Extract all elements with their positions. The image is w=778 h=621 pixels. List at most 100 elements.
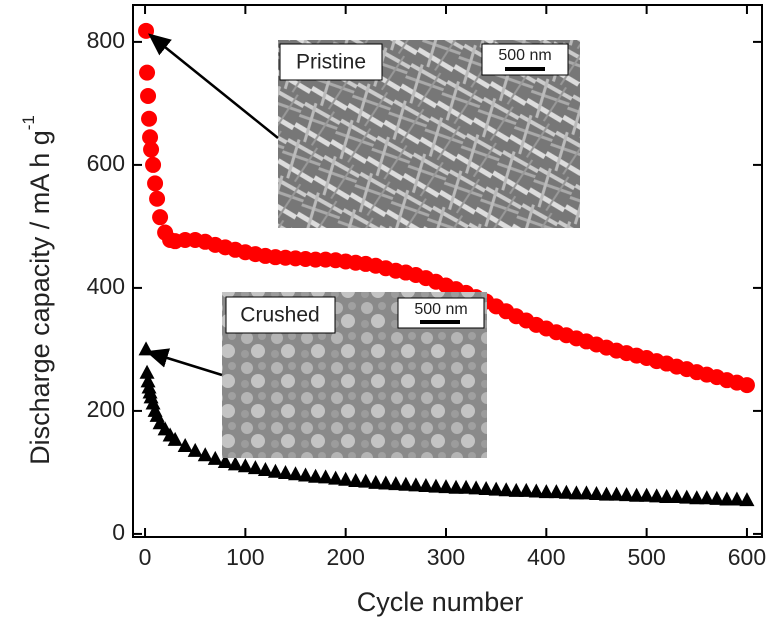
point [140, 88, 157, 105]
point [659, 489, 675, 504]
point [619, 487, 635, 502]
point [709, 490, 725, 505]
point [689, 490, 705, 505]
point [217, 453, 233, 468]
point [139, 364, 155, 379]
point [368, 474, 384, 489]
point [629, 487, 645, 502]
label-box [279, 43, 383, 81]
point [679, 489, 695, 504]
point [145, 156, 162, 173]
inset-label: Pristine [296, 51, 366, 74]
point [538, 484, 554, 499]
point [177, 437, 193, 452]
point [558, 484, 574, 499]
point [358, 473, 374, 488]
scale-label: 500 nm [414, 301, 467, 318]
x-tick-label: 500 [627, 544, 665, 570]
x-tick-label: 400 [527, 544, 565, 570]
point [738, 377, 755, 394]
point [348, 473, 364, 488]
point [277, 465, 293, 480]
point [588, 485, 604, 500]
y-tick-label: 0 [112, 519, 125, 545]
y-tick-label: 200 [87, 396, 125, 422]
point [568, 485, 584, 500]
point [478, 481, 494, 496]
y-tick-label: 800 [87, 27, 125, 53]
point [257, 461, 273, 476]
point [237, 458, 253, 473]
plot-frame [132, 4, 763, 538]
point [207, 450, 223, 465]
point [267, 463, 283, 478]
point [247, 460, 263, 475]
point [729, 491, 745, 506]
point [298, 467, 314, 482]
arrow [145, 348, 223, 377]
x-axis-title: Cycle number [357, 587, 524, 617]
point [338, 471, 354, 486]
point [498, 482, 514, 497]
point [288, 466, 304, 481]
point [418, 477, 434, 492]
y-axis-title-main: Discharge capacity / mA h g [25, 130, 55, 465]
point [167, 431, 183, 446]
point [197, 447, 213, 462]
point [408, 477, 424, 492]
point [143, 141, 160, 158]
point [508, 482, 524, 497]
scale-label: 500 nm [498, 47, 551, 64]
x-tick-label: 200 [326, 544, 364, 570]
point [398, 476, 414, 491]
y-axis-title-group: Discharge capacity / mA h g-1 [19, 115, 55, 465]
inset-label: Crushed [240, 304, 319, 327]
point [699, 490, 715, 505]
point [145, 395, 161, 410]
crushed-inset: Crushed 500 nm [222, 292, 487, 458]
label-box [225, 296, 336, 334]
point [578, 485, 594, 500]
x-tick-label: 100 [226, 544, 264, 570]
y-tick-label: 600 [87, 150, 125, 176]
point [428, 478, 444, 493]
point [639, 487, 655, 502]
y-axis-title-superscript: -1 [19, 115, 38, 130]
point [448, 479, 464, 494]
point [328, 470, 344, 485]
point [599, 486, 615, 501]
point [669, 489, 685, 504]
y-axis-title: Discharge capacity / mA h g-1 [19, 115, 55, 465]
point [308, 468, 324, 483]
point [141, 110, 158, 127]
pristine-inset: Pristine 500 nm [278, 40, 580, 228]
point [739, 492, 755, 507]
point [388, 476, 404, 491]
x-tick-label: 600 [728, 544, 766, 570]
point [378, 475, 394, 490]
marks [138, 22, 755, 507]
point [227, 456, 243, 471]
point [458, 479, 474, 494]
point [139, 64, 156, 81]
point [609, 486, 625, 501]
point [719, 491, 735, 506]
point [548, 484, 564, 499]
point [149, 190, 166, 207]
point [140, 373, 156, 388]
ticks: 0 100 200 300 400 500 600 0 200 400 600 800 [87, 5, 766, 570]
x-tick-label: 300 [427, 544, 465, 570]
point [438, 479, 454, 494]
point [187, 442, 203, 457]
point [528, 483, 544, 498]
point [518, 482, 534, 497]
point [147, 175, 164, 192]
point [152, 209, 169, 226]
point [649, 488, 665, 503]
point [318, 469, 334, 484]
x-tick-label: 0 [139, 544, 152, 570]
point [488, 481, 504, 496]
arrow [148, 33, 279, 139]
point [468, 480, 484, 495]
